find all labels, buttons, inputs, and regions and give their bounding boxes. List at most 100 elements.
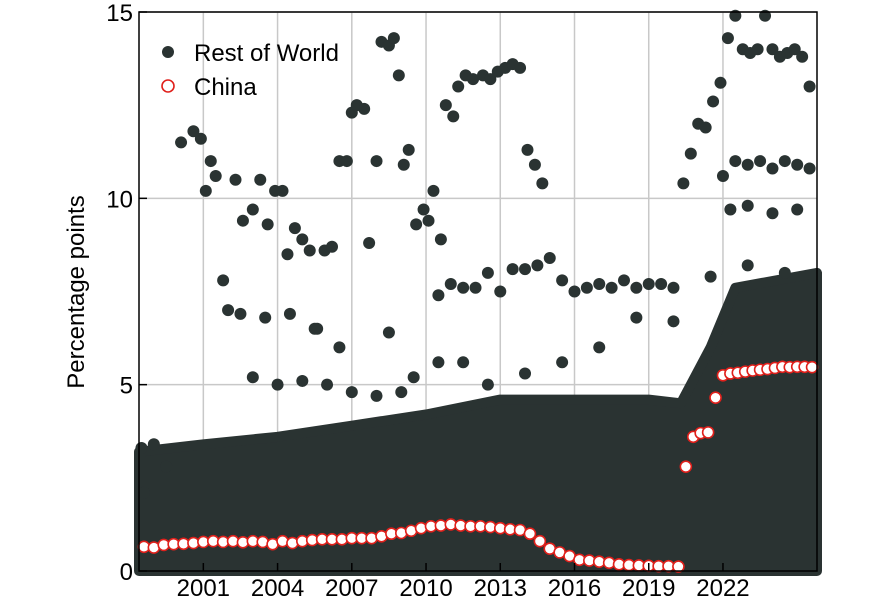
china-point xyxy=(805,360,819,374)
rest-of-world-point xyxy=(803,162,816,175)
rest-of-world-point xyxy=(704,270,717,283)
china-point xyxy=(672,560,685,573)
rest-of-world-point xyxy=(716,169,729,182)
rest-of-world-point xyxy=(333,341,346,354)
rest-of-world-point xyxy=(796,50,809,63)
rest-of-world-point xyxy=(135,442,148,455)
x-tick-label: 2019 xyxy=(622,575,675,602)
rest-of-world-point xyxy=(457,281,470,294)
rest-of-world-point xyxy=(788,43,801,56)
rest-of-world-point xyxy=(481,378,494,391)
rest-of-world-point xyxy=(724,203,737,216)
rest-of-world-point xyxy=(791,203,804,216)
rest-of-world-point xyxy=(630,281,643,294)
rest-of-world-point xyxy=(308,322,321,335)
rest-of-world-point xyxy=(259,311,272,324)
legend-marker-rest-of-world xyxy=(162,46,174,58)
rest-of-world-point xyxy=(444,278,457,291)
legend: Rest of World China xyxy=(161,40,339,101)
rest-of-world-point xyxy=(667,281,680,294)
rest-of-world-point xyxy=(467,73,480,86)
rest-of-world-point xyxy=(402,143,415,156)
china-point xyxy=(709,391,722,405)
rest-of-world-point xyxy=(397,158,410,171)
rest-of-world-point xyxy=(395,386,408,399)
rest-of-world-point xyxy=(766,207,779,220)
x-tick-label: 2004 xyxy=(251,575,304,602)
china-point xyxy=(286,536,299,550)
rest-of-world-point xyxy=(432,356,445,369)
rest-of-world-point xyxy=(778,155,791,168)
china-point xyxy=(701,426,715,439)
rest-of-world-point xyxy=(209,169,222,182)
rest-of-world-point xyxy=(699,121,712,134)
rest-of-world-point xyxy=(778,266,791,279)
rest-of-world-point xyxy=(457,356,470,369)
rest-of-world-point xyxy=(199,184,212,197)
x-tick-label: 2010 xyxy=(399,575,452,602)
rest-of-world-point xyxy=(766,162,779,175)
rest-of-world-point xyxy=(684,147,697,160)
rest-of-world-point xyxy=(484,73,497,86)
x-tick-label: 2016 xyxy=(548,575,601,602)
x-tick-label: 2001 xyxy=(177,575,230,602)
rest-of-world-point xyxy=(439,99,452,112)
rest-of-world-point xyxy=(494,285,507,298)
rest-of-world-point xyxy=(707,95,720,108)
y-axis-title: Percentage points xyxy=(63,195,90,388)
rest-of-world-point xyxy=(741,199,754,212)
rest-of-world-point xyxy=(447,110,460,123)
rest-of-world-point xyxy=(296,374,309,387)
rest-of-world-points xyxy=(135,9,816,499)
rest-of-world-point xyxy=(387,32,400,45)
rest-of-world-point xyxy=(556,274,569,287)
x-axis-ticks: 2001 2004 2007 2010 2013 2016 2019 2022 xyxy=(177,563,750,602)
rest-of-world-point xyxy=(751,43,764,56)
rest-of-world-point xyxy=(217,274,230,287)
rest-of-world-point xyxy=(791,158,804,171)
rest-of-world-point xyxy=(714,76,727,89)
china-points xyxy=(137,360,819,573)
china-point xyxy=(414,521,428,535)
rest-of-world-point xyxy=(410,218,423,231)
rest-of-world-point xyxy=(246,203,259,216)
rest-of-world-point xyxy=(261,218,274,231)
rest-of-world-point xyxy=(667,315,680,328)
rest-of-world-point xyxy=(236,214,249,227)
rest-of-world-point xyxy=(521,143,534,156)
china-point xyxy=(276,534,289,548)
rest-of-world-point xyxy=(729,155,742,168)
rest-of-world-point xyxy=(194,132,207,145)
china-point xyxy=(533,534,547,548)
rest-of-world-point xyxy=(427,184,440,197)
rest-of-world-point xyxy=(137,486,150,499)
rest-of-world-point xyxy=(187,125,200,138)
rest-of-world-point xyxy=(340,155,353,168)
rest-of-world-point xyxy=(568,285,581,298)
rest-of-world-point xyxy=(358,102,371,115)
rest-of-world-point xyxy=(580,281,593,294)
x-tick-label: 2007 xyxy=(325,575,378,602)
rest-of-world-point xyxy=(642,278,655,291)
rest-of-world-point xyxy=(593,278,606,291)
china-point xyxy=(679,460,693,473)
rest-of-world-point xyxy=(246,371,259,384)
rest-of-world-point xyxy=(536,177,549,190)
legend-label-rest-of-world: Rest of World xyxy=(194,40,339,67)
rest-of-world-point xyxy=(370,155,383,168)
y-tick-label: 10 xyxy=(106,186,133,213)
rest-of-world-point xyxy=(766,43,779,56)
plot-frame xyxy=(138,11,818,572)
rest-of-world-point xyxy=(283,307,296,320)
rest-of-world-point xyxy=(417,203,430,216)
y-tick-label: 0 xyxy=(120,559,133,586)
china-point xyxy=(523,527,537,541)
rest-of-world-point xyxy=(543,251,556,264)
rest-of-world-point xyxy=(531,259,544,272)
rest-of-world-point xyxy=(222,304,235,317)
y-axis-ticks: 0 5 10 15 xyxy=(106,0,147,586)
x-tick-label: 2022 xyxy=(696,575,749,602)
rest-of-world-point xyxy=(382,326,395,339)
rest-of-world-point xyxy=(481,266,494,279)
rest-of-world-point xyxy=(519,263,532,276)
